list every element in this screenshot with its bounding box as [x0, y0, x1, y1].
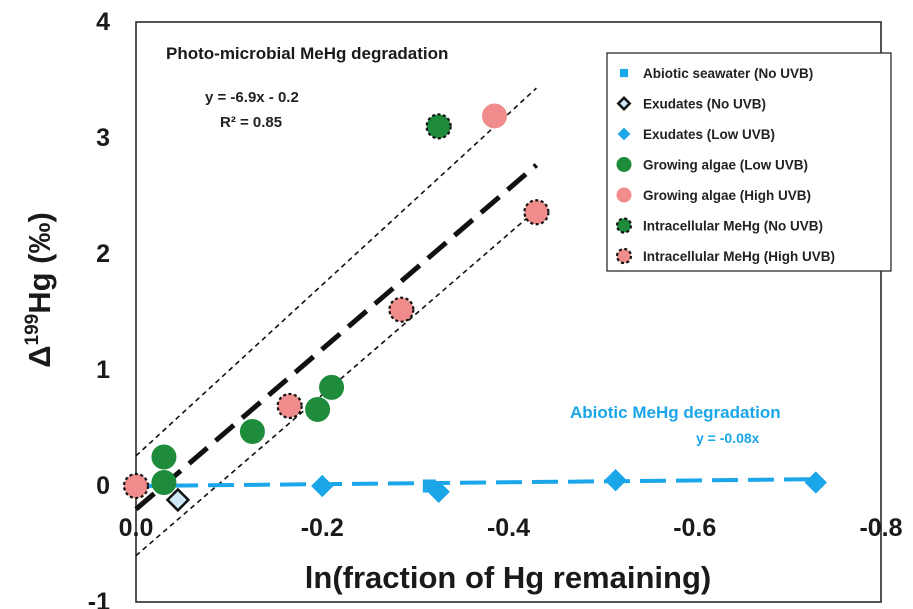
y-tick-label: -1: [88, 588, 110, 609]
legend-label: Growing algae (Low UVB): [643, 158, 808, 173]
y-tick-label: 3: [96, 124, 110, 152]
fit-abiotic-label: Abiotic MeHg degradation: [570, 403, 781, 422]
legend-label: Intracellular MeHg (High UVB): [643, 249, 835, 264]
data-point: [523, 199, 550, 226]
x-tick-label: -0.4: [487, 514, 530, 542]
data-point: [482, 103, 508, 129]
x-axis-title: ln(fraction of Hg remaining): [305, 560, 711, 595]
fit-abiotic-equation: y = -0.08x: [696, 430, 760, 446]
legend-marker: [616, 157, 632, 172]
legend: Abiotic seawater (No UVB) Exudates (No UV…: [606, 52, 892, 272]
y-axis-title: Δ199Hg (‰): [22, 212, 57, 368]
y-tick-label: 4: [96, 8, 110, 36]
data-markers: [122, 103, 827, 513]
data-point: [151, 444, 177, 470]
legend-label: Exudates (Low UVB): [643, 127, 775, 142]
y-tick-label: 1: [96, 356, 110, 384]
fit-photo-label: Photo-microbial MeHg degradation: [166, 44, 448, 63]
fit-line-abiotic: [135, 477, 816, 488]
legend-marker: [615, 217, 633, 234]
fit-line-photo: [134, 163, 539, 512]
y-axis-title-main: Δ: [22, 346, 57, 368]
y-tick-label: 0: [96, 472, 110, 500]
legend-box: [606, 52, 892, 272]
legend-marker: [619, 68, 629, 78]
x-tick-label: -0.2: [301, 514, 344, 542]
data-point: [425, 113, 452, 140]
tick-labels: 0.0 -0.2 -0.4 -0.6 -0.8 -1 0 1 2 3 4: [88, 8, 903, 609]
y-axis-title-sup: 199: [22, 314, 43, 346]
y-tick-label: 2: [96, 240, 110, 268]
x-tick-label: 0.0: [119, 514, 154, 542]
y-axis-title-rest: Hg (‰): [22, 212, 57, 314]
data-point: [311, 474, 334, 498]
data-point: [319, 374, 345, 400]
data-point: [305, 396, 331, 422]
legend-label: Growing algae (High UVB): [643, 188, 811, 203]
data-point: [427, 480, 450, 503]
legend-label: Intracellular MeHg (No UVB): [643, 219, 823, 234]
data-point: [239, 418, 265, 444]
legend-marker: [617, 127, 631, 141]
legend-label: Exudates (No UVB): [643, 97, 766, 112]
data-point: [388, 296, 415, 323]
x-tick-label: -0.8: [859, 514, 902, 542]
confidence-band-upper: [135, 87, 537, 457]
data-point: [122, 472, 150, 500]
data-point: [165, 487, 191, 513]
legend-marker: [616, 187, 632, 203]
data-point: [276, 392, 303, 420]
legend-marker: [616, 96, 632, 111]
data-point: [604, 469, 627, 492]
data-point: [151, 470, 177, 496]
legend-label: Abiotic seawater (No UVB): [643, 66, 813, 81]
fit-photo-equation: y = -6.9x - 0.2: [205, 89, 299, 106]
data-point: [804, 471, 827, 494]
legend-marker: [615, 247, 633, 265]
fit-photo-r2: R² = 0.85: [220, 114, 282, 131]
x-tick-label: -0.6: [673, 514, 716, 542]
